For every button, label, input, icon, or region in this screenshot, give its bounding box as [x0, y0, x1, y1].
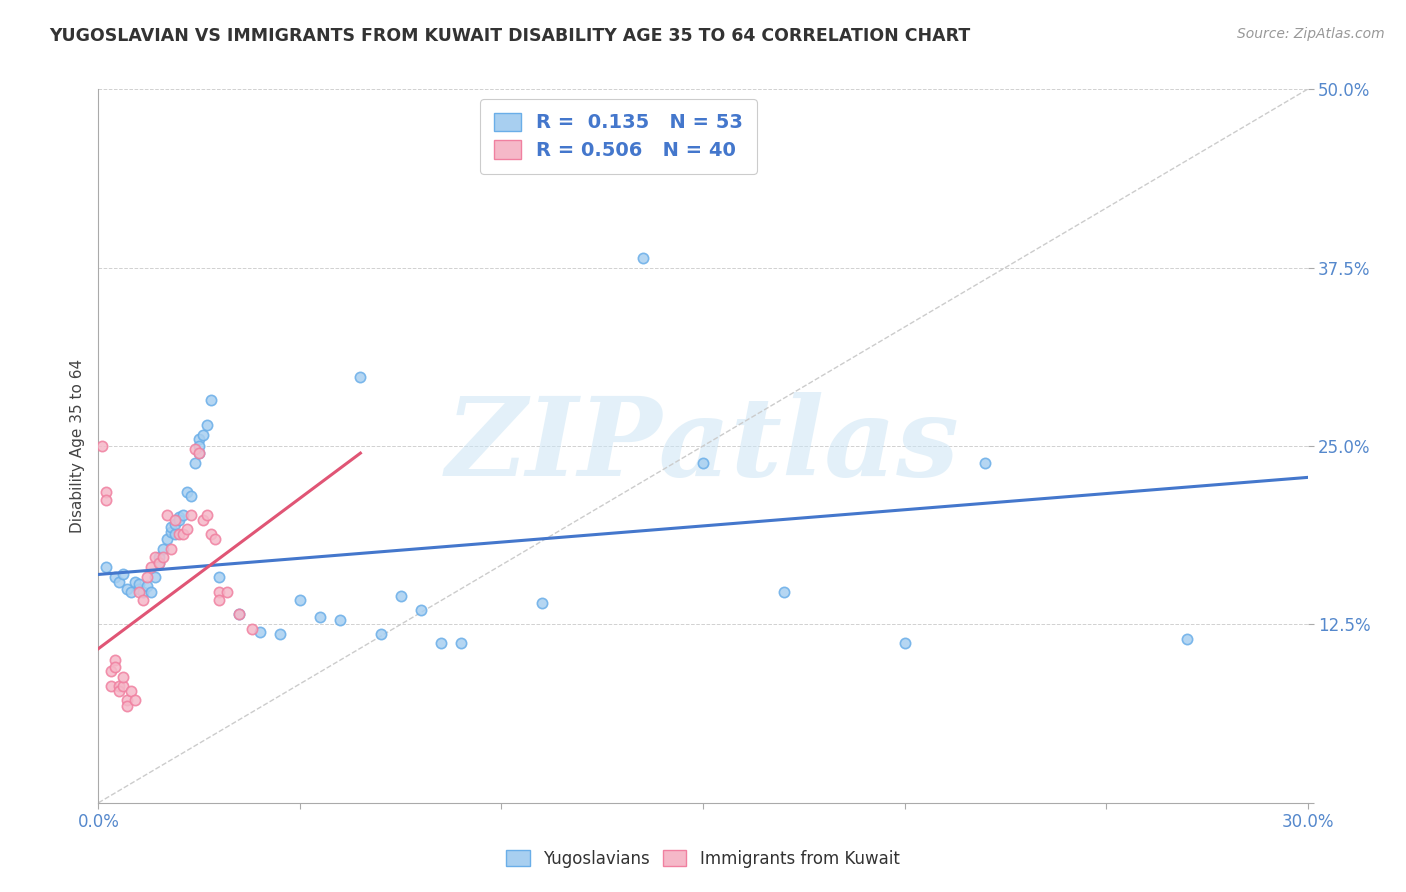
Point: [893, 636, 915, 650]
Point: [160, 524, 183, 539]
Point: [135, 579, 157, 593]
Point: [96, 560, 118, 574]
Point: [176, 484, 198, 499]
Point: [208, 570, 231, 584]
Point: [115, 693, 138, 707]
Y-axis label: Disability Age 35 to 64: Disability Age 35 to 64: [69, 359, 84, 533]
Point: [103, 660, 125, 674]
Point: [167, 513, 190, 527]
Point: [148, 556, 170, 570]
Point: [124, 693, 146, 707]
Point: [96, 493, 118, 508]
Point: [450, 636, 472, 650]
Point: [167, 527, 190, 541]
Point: [152, 541, 174, 556]
Point: [163, 527, 186, 541]
Point: [91, 439, 114, 453]
Point: [160, 541, 183, 556]
Point: [103, 653, 125, 667]
Point: [204, 532, 226, 546]
Point: [107, 679, 129, 693]
Point: [139, 584, 162, 599]
Point: [370, 627, 392, 641]
Point: [195, 417, 218, 432]
Point: [111, 567, 134, 582]
Point: [132, 593, 155, 607]
Legend: R =  0.135   N = 53, R = 0.506   N = 40: R = 0.135 N = 53, R = 0.506 N = 40: [479, 99, 756, 174]
Point: [111, 679, 134, 693]
Point: [148, 550, 170, 565]
Point: [103, 570, 125, 584]
Text: ZIPatlas: ZIPatlas: [446, 392, 960, 500]
Point: [389, 589, 412, 603]
Point: [180, 489, 202, 503]
Point: [135, 570, 157, 584]
Point: [349, 370, 371, 384]
Point: [309, 610, 332, 624]
Point: [631, 251, 654, 265]
Point: [430, 636, 453, 650]
Point: [132, 584, 155, 599]
Point: [288, 593, 311, 607]
Point: [143, 550, 166, 565]
Point: [172, 527, 194, 541]
Point: [184, 456, 207, 470]
Point: [195, 508, 218, 522]
Point: [124, 574, 146, 589]
Point: [111, 670, 134, 684]
Point: [1175, 632, 1198, 646]
Point: [115, 582, 138, 596]
Text: YUGOSLAVIAN VS IMMIGRANTS FROM KUWAIT DISABILITY AGE 35 TO 64 CORRELATION CHART: YUGOSLAVIAN VS IMMIGRANTS FROM KUWAIT DI…: [49, 27, 970, 45]
Point: [208, 584, 231, 599]
Point: [974, 456, 997, 470]
Point: [530, 596, 553, 610]
Point: [120, 584, 142, 599]
Point: [148, 556, 170, 570]
Point: [160, 520, 183, 534]
Point: [188, 439, 211, 453]
Point: [217, 584, 239, 599]
Point: [115, 698, 138, 713]
Point: [409, 603, 432, 617]
Point: [180, 508, 202, 522]
Point: [200, 527, 222, 541]
Point: [156, 508, 179, 522]
Point: [107, 684, 129, 698]
Point: [208, 593, 231, 607]
Point: [156, 532, 179, 546]
Point: [692, 456, 714, 470]
Point: [176, 522, 198, 536]
Point: [128, 584, 150, 599]
Point: [269, 627, 291, 641]
Point: [329, 613, 352, 627]
Point: [184, 442, 207, 456]
Point: [249, 624, 271, 639]
Point: [152, 550, 174, 565]
Point: [163, 517, 186, 532]
Point: [188, 446, 211, 460]
Point: [167, 510, 190, 524]
Point: [100, 665, 122, 679]
Point: [143, 570, 166, 584]
Point: [228, 607, 250, 622]
Point: [193, 513, 215, 527]
Point: [200, 393, 222, 408]
Point: [188, 446, 211, 460]
Point: [128, 577, 150, 591]
Point: [163, 513, 186, 527]
Text: Source: ZipAtlas.com: Source: ZipAtlas.com: [1237, 27, 1385, 41]
Point: [120, 684, 142, 698]
Point: [139, 560, 162, 574]
Point: [772, 584, 794, 599]
Point: [172, 508, 194, 522]
Point: [193, 427, 215, 442]
Point: [128, 582, 150, 596]
Point: [96, 484, 118, 499]
Legend: Yugoslavians, Immigrants from Kuwait: Yugoslavians, Immigrants from Kuwait: [499, 844, 907, 875]
Point: [188, 432, 211, 446]
Point: [240, 622, 263, 636]
Point: [100, 679, 122, 693]
Point: [107, 574, 129, 589]
Point: [228, 607, 250, 622]
